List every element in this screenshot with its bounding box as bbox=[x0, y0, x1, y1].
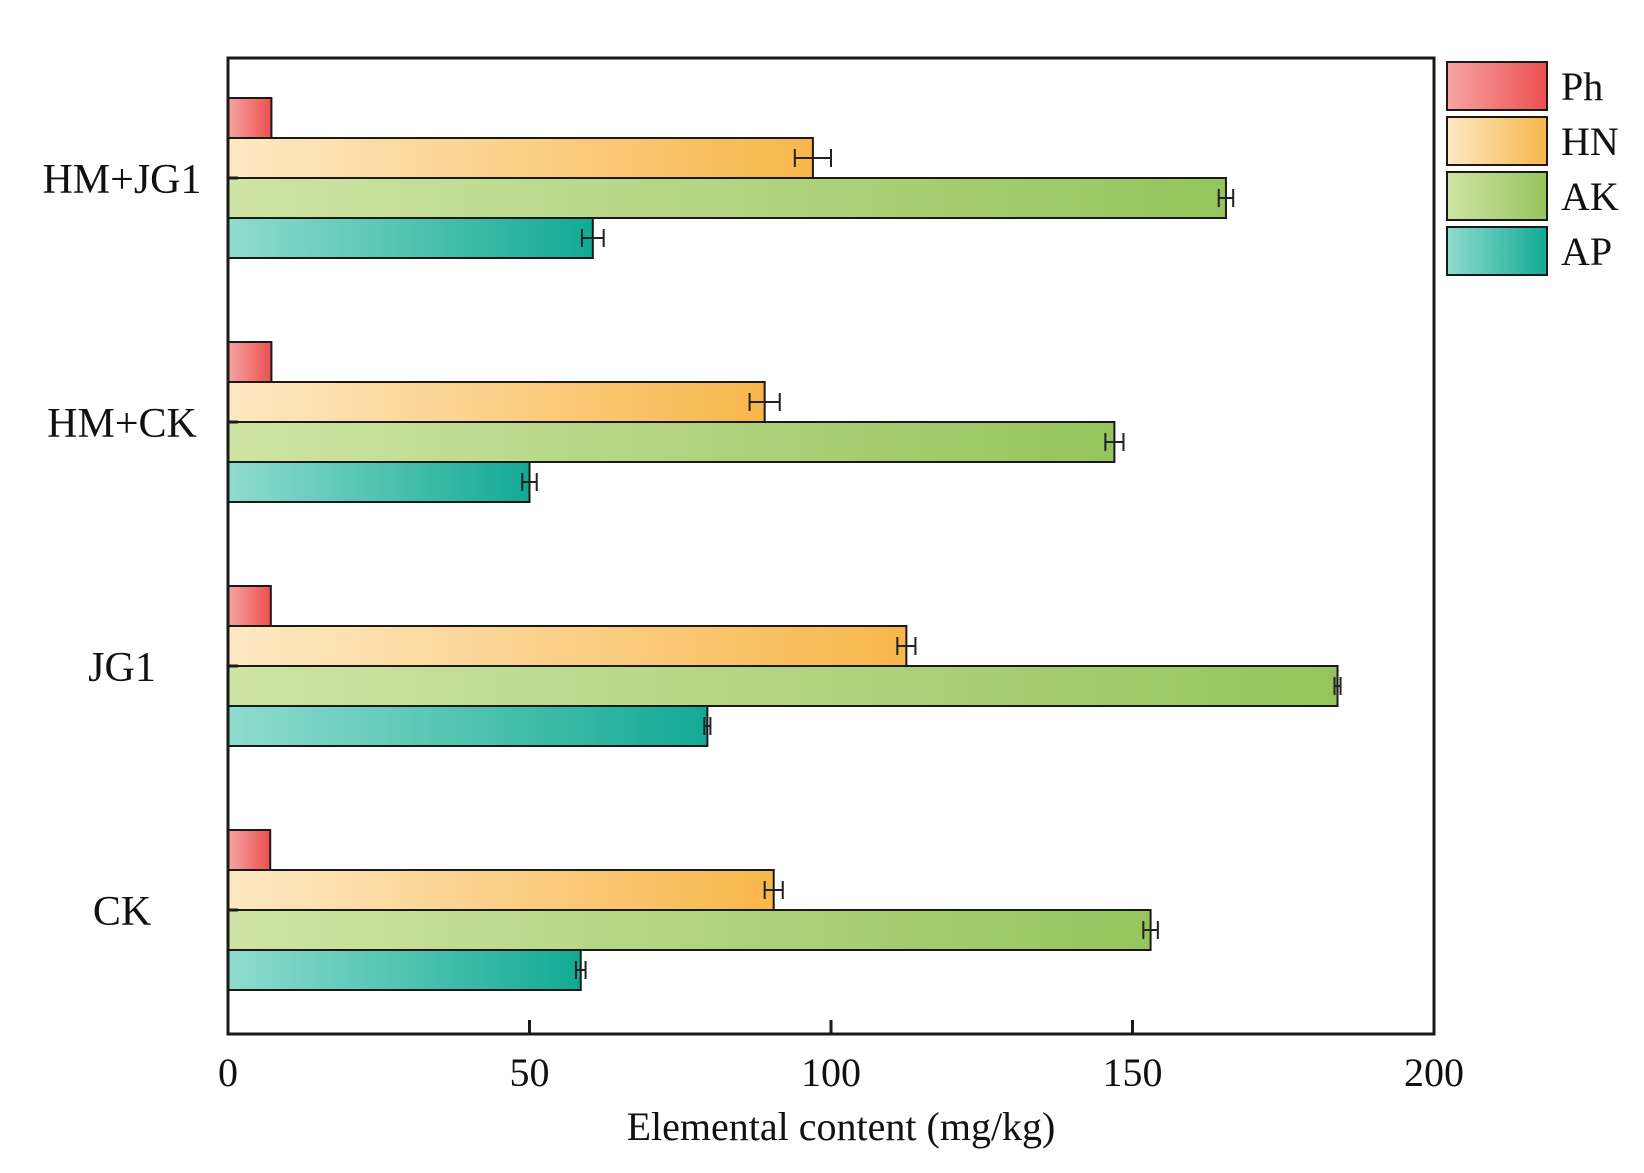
x-axis-title: Elemental content (mg/kg) bbox=[627, 1104, 1056, 1149]
bar-hn-3 bbox=[227, 869, 775, 911]
legend-swatch-hn bbox=[1446, 116, 1548, 166]
bar-ph-3 bbox=[227, 829, 272, 871]
x-tick-label-50: 50 bbox=[510, 1050, 550, 1095]
bar-hn-0 bbox=[227, 137, 814, 179]
category-label-hm-ck: HM+CK bbox=[47, 401, 197, 447]
legend-swatch-ph bbox=[1446, 61, 1548, 111]
x-tick-label-200: 200 bbox=[1404, 1050, 1464, 1095]
x-axis: 0 50 100 150 200 bbox=[218, 1020, 1464, 1095]
bar-group-jg1 bbox=[227, 585, 1342, 747]
x-tick-label-150: 150 bbox=[1103, 1050, 1163, 1095]
legend-swatch-ak bbox=[1446, 171, 1548, 221]
category-label-jg1: JG1 bbox=[88, 645, 156, 691]
legend-label-ap: AP bbox=[1561, 229, 1612, 274]
bar-hn-2 bbox=[227, 625, 908, 667]
bar-ph-1 bbox=[227, 341, 273, 383]
legend-label-ph: Ph bbox=[1561, 64, 1603, 109]
bar-ph-2 bbox=[227, 585, 272, 627]
legend-item-ph: Ph bbox=[1446, 61, 1603, 111]
bar-ak-0 bbox=[227, 177, 1227, 219]
bar-ak-3 bbox=[227, 909, 1152, 951]
bar-group-ck bbox=[227, 829, 1159, 991]
bar-ak-2 bbox=[227, 665, 1339, 707]
bar-ap-3 bbox=[227, 949, 582, 991]
category-label-hm-jg1: HM+JG1 bbox=[42, 157, 201, 203]
x-tick-label-100: 100 bbox=[801, 1050, 861, 1095]
bar-group-hm-jg1 bbox=[227, 97, 1235, 259]
legend-item-ak: AK bbox=[1446, 171, 1619, 221]
bar-ph-0 bbox=[227, 97, 273, 139]
legend: Ph HN AK AP bbox=[1446, 61, 1619, 276]
bar-hn-1 bbox=[227, 381, 766, 423]
bar-ak-1 bbox=[227, 421, 1116, 463]
bar-ap-2 bbox=[227, 705, 709, 747]
bars-layer bbox=[227, 97, 1342, 991]
bar-ap-0 bbox=[227, 217, 594, 259]
x-tick-label-0: 0 bbox=[218, 1050, 238, 1095]
legend-item-ap: AP bbox=[1446, 226, 1612, 276]
legend-swatch-ap bbox=[1446, 226, 1548, 276]
bar-group-hm-ck bbox=[227, 341, 1125, 503]
bar-ap-1 bbox=[227, 461, 531, 503]
y-axis: HM+JG1 HM+CK JG1 CK bbox=[42, 157, 238, 935]
legend-item-hn: HN bbox=[1446, 116, 1619, 166]
legend-label-ak: AK bbox=[1561, 174, 1619, 219]
category-label-ck: CK bbox=[93, 889, 151, 935]
legend-label-hn: HN bbox=[1561, 119, 1619, 164]
